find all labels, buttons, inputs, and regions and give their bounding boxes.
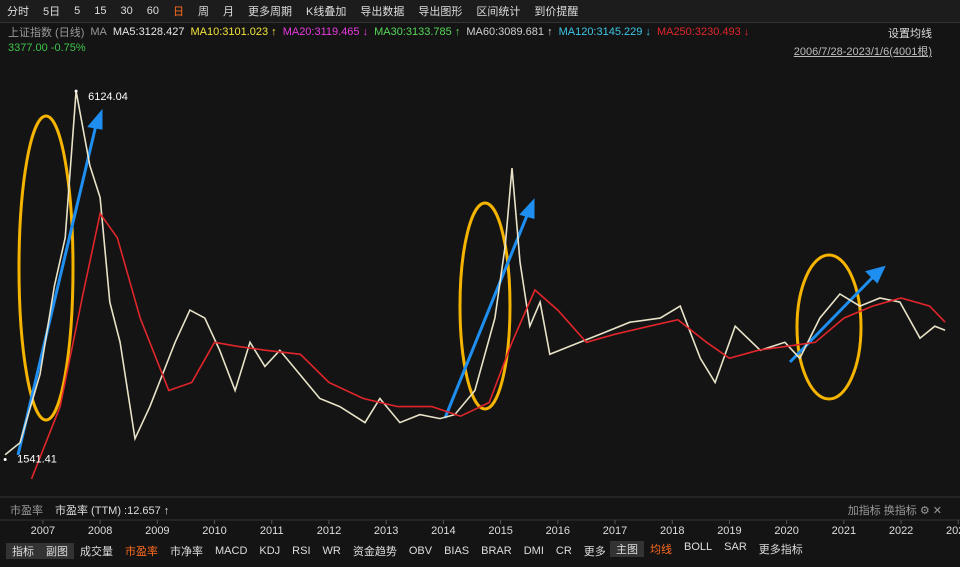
x-tick-label: 2009: [145, 525, 169, 537]
tab[interactable]: BIAS: [444, 545, 470, 557]
indicator-row: 市盈率 市盈率 (TTM) :12.657 ↑: [10, 502, 169, 518]
date-range: 2006/7/28-2023/1/6(4001根): [793, 46, 932, 58]
tab[interactable]: 市盈率: [125, 546, 158, 558]
tab[interactable]: 指标: [6, 543, 40, 559]
x-tick-label: 2021: [832, 525, 856, 537]
tab[interactable]: 资金趋势: [352, 546, 397, 558]
x-tick-label: 2013: [374, 525, 398, 537]
tab[interactable]: 副图: [40, 543, 74, 559]
swap-indicator[interactable]: 换指标: [883, 505, 917, 517]
toolbar-item[interactable]: 5: [74, 5, 81, 17]
x-tick-label: 2019: [717, 525, 741, 537]
annotation-point: [3, 458, 7, 462]
tab[interactable]: SAR: [724, 541, 747, 553]
ma-value: MA250:3230.493 ↓: [656, 26, 750, 38]
tab[interactable]: 成交量: [80, 546, 113, 558]
tab[interactable]: 主图: [610, 541, 644, 557]
tab[interactable]: OBV: [408, 545, 433, 557]
main-tabs: 主图 均线 BOLL SAR 更多指标: [610, 541, 809, 557]
indicator-actions: 加指标 换指标 ⚙ ✕: [847, 505, 942, 517]
toolbar-item[interactable]: 15: [94, 5, 107, 17]
ma-label: MA: [90, 26, 107, 38]
bottom-tabs: 指标 副图 成交量 市盈率 市净率 MACD KDJ RSI WR 资金趋势 OBV BIAS BRAR…: [6, 541, 612, 561]
x-tick-label: 2017: [603, 525, 627, 537]
ma-value: MA120:3145.229 ↓: [558, 26, 651, 38]
toolbar-item[interactable]: 导出图形: [418, 6, 463, 18]
highlight-ellipse: [458, 201, 512, 411]
x-tick-label: 2020: [774, 525, 798, 537]
tab[interactable]: MACD: [215, 545, 248, 557]
toolbar-item[interactable]: 月: [223, 6, 234, 18]
toolbar-item[interactable]: K线叠加: [306, 6, 347, 18]
tab[interactable]: WR: [322, 545, 341, 557]
tab[interactable]: 均线: [650, 544, 672, 556]
toolbar-item[interactable]: 更多周期: [248, 6, 292, 18]
x-tick-label: 2018: [660, 525, 684, 537]
highlight-ellipse: [17, 114, 75, 422]
series-line: [30, 211, 946, 480]
x-tick-label: 2015: [488, 525, 512, 537]
tab[interactable]: BOLL: [684, 541, 713, 553]
highlight-ellipse: [795, 253, 863, 401]
add-indicator[interactable]: 加指标: [847, 505, 881, 517]
series-line: [4, 90, 946, 456]
toolbar: 分时 5日 5 15 30 60 日 周 月 更多周期 K线叠加 导出数据 导出图形 区间统计 到价提醒: [0, 0, 960, 23]
tab[interactable]: 更多: [583, 546, 606, 558]
x-tick-label: 2016: [546, 525, 570, 537]
ma-value: MA60:3089.681 ↑: [466, 26, 553, 38]
tab[interactable]: RSI: [292, 545, 311, 557]
x-tick-label: 2011: [260, 525, 284, 537]
tab[interactable]: CR: [555, 545, 572, 557]
x-tick-label: 2010: [202, 525, 226, 537]
toolbar-item[interactable]: 30: [120, 5, 133, 17]
price: 3377.00 -0.75%: [8, 42, 86, 54]
tab[interactable]: 更多指标: [758, 544, 803, 556]
toolbar-item[interactable]: 60: [146, 5, 159, 17]
x-tick-label: 2008: [88, 525, 112, 537]
annotation: 6124.04: [88, 91, 128, 103]
tab[interactable]: BRAR: [481, 545, 512, 557]
toolbar-item[interactable]: 日: [173, 6, 184, 18]
ma-value: MA10:3101.023 ↑: [190, 26, 277, 38]
tab[interactable]: DMI: [523, 545, 544, 557]
tab[interactable]: KDJ: [259, 545, 281, 557]
x-tick-label: 2014: [431, 525, 455, 537]
annotation-point: [74, 89, 78, 93]
ma-value: MA30:3133.785 ↑: [374, 26, 461, 38]
toolbar-item[interactable]: 分时: [7, 6, 29, 18]
indicator-value: 市盈率 (TTM) :12.657 ↑: [55, 505, 170, 517]
index-title: 上证指数 (日线): [8, 27, 85, 39]
ma-value: MA5:3128.427: [112, 26, 185, 38]
ma-value: MA20:3119.465 ↓: [282, 26, 369, 38]
indicator-name: 市盈率: [10, 505, 43, 517]
annotation: 1541.41: [17, 453, 57, 465]
toolbar-item[interactable]: 区间统计: [476, 6, 521, 18]
x-tick-label: 2023: [946, 525, 960, 537]
tab[interactable]: 市净率: [170, 546, 203, 558]
x-tick-label: 2012: [317, 525, 341, 537]
ma-info: 上证指数 (日线) MA MA5:3128.427 MA10:3101.023 ↑…: [8, 24, 749, 40]
toolbar-item[interactable]: 周: [198, 6, 209, 18]
toolbar-item[interactable]: 到价提醒: [534, 6, 579, 18]
toolbar-item[interactable]: 导出数据: [360, 6, 405, 18]
x-tick-label: 2007: [31, 525, 55, 537]
toolbar-item[interactable]: 5日: [43, 6, 61, 18]
settings[interactable]: 设置均线: [888, 28, 932, 40]
x-tick-label: 2022: [889, 525, 913, 537]
trend-arrows: [16, 108, 886, 456]
